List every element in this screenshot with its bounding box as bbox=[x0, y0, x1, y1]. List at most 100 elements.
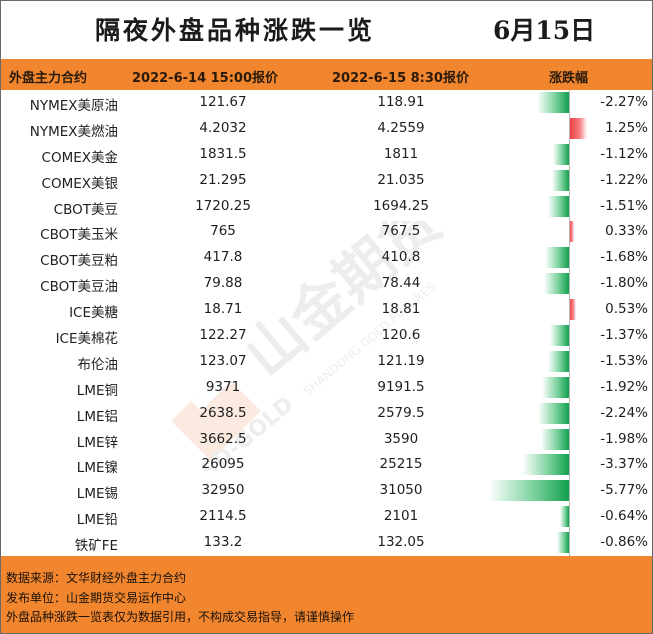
change-bar-negative bbox=[551, 169, 569, 191]
contract-name: LME锡 bbox=[76, 486, 118, 503]
table-row: COMEX美银 21.295 21.035 -1.22% bbox=[1, 168, 652, 194]
title-bar: 隔夜外盘品种涨跌一览 6月15日 bbox=[1, 1, 652, 59]
change-bar-negative bbox=[537, 402, 569, 424]
change-bar-negative bbox=[560, 506, 569, 528]
price-1: 1720.25 bbox=[195, 197, 251, 214]
table-row: CBOT美豆油 79.88 78.44 -1.80% bbox=[1, 271, 652, 297]
price-2: 767.5 bbox=[381, 223, 421, 240]
table-row: 布伦油 123.07 121.19 -1.53% bbox=[1, 349, 652, 375]
price-2: 2579.5 bbox=[377, 404, 425, 421]
change-bar-negative bbox=[521, 454, 569, 476]
price-2: 21.035 bbox=[377, 171, 425, 188]
table-body: NYMEX美原油 121.67 118.91 -2.27% NYMEX美燃油 4.2032… bbox=[1, 90, 652, 556]
contract-name: CBOT美豆油 bbox=[40, 279, 118, 296]
header-price-1: 2022-6-14 15:00报价 bbox=[132, 71, 279, 86]
price-1: 1831.5 bbox=[199, 145, 247, 162]
price-2: 25215 bbox=[379, 456, 423, 473]
change-percent: -1.98% bbox=[600, 430, 648, 447]
change-percent: -3.37% bbox=[600, 456, 648, 473]
table-row: ICE美棉花 122.27 120.6 -1.37% bbox=[1, 323, 652, 349]
change-percent: -1.37% bbox=[600, 327, 648, 344]
table-row: 铁矿FE 133.2 132.05 -0.86% bbox=[1, 530, 652, 556]
contract-name: NYMEX美燃油 bbox=[29, 123, 118, 140]
change-bar-positive bbox=[569, 299, 577, 321]
table-row: LME铝 2638.5 2579.5 -2.24% bbox=[1, 401, 652, 427]
change-bar-negative bbox=[547, 350, 569, 372]
change-percent: -1.12% bbox=[600, 145, 648, 162]
price-2: 4.2559 bbox=[377, 119, 425, 136]
price-2: 132.05 bbox=[377, 534, 425, 551]
footer-publisher: 发布单位：山金期货交易运作中心 bbox=[6, 591, 187, 605]
table-row: NYMEX美燃油 4.2032 4.2559 1.25% bbox=[1, 116, 652, 142]
change-percent: -1.51% bbox=[600, 197, 648, 214]
price-2: 1694.25 bbox=[373, 197, 429, 214]
table-row: CBOT美豆 1720.25 1694.25 -1.51% bbox=[1, 194, 652, 220]
price-2: 31050 bbox=[379, 482, 423, 499]
change-bar-negative bbox=[537, 92, 569, 113]
change-bar-negative bbox=[556, 532, 569, 554]
price-2: 18.81 bbox=[381, 301, 421, 318]
change-percent: 0.53% bbox=[605, 301, 648, 318]
contract-name: NYMEX美原油 bbox=[29, 98, 118, 114]
contract-name: CBOT美玉米 bbox=[40, 227, 118, 244]
price-1: 2638.5 bbox=[199, 404, 247, 421]
price-1: 9371 bbox=[205, 378, 241, 395]
change-percent: -1.80% bbox=[600, 275, 648, 292]
change-bar-negative bbox=[547, 195, 569, 217]
table-row: COMEX美金 1831.5 1811 -1.12% bbox=[1, 142, 652, 168]
change-bar-negative bbox=[541, 428, 569, 450]
contract-name: CBOT美豆粕 bbox=[40, 253, 118, 270]
header-contract: 外盘主力合约 bbox=[9, 71, 88, 86]
table-row: LME铅 2114.5 2101 -0.64% bbox=[1, 504, 652, 530]
table-header: 外盘主力合约 2022-6-14 15:00报价 2022-6-15 8:30报… bbox=[1, 59, 652, 90]
price-1: 32950 bbox=[201, 482, 245, 499]
change-percent: -1.92% bbox=[600, 378, 648, 395]
change-percent: -1.22% bbox=[600, 171, 648, 188]
header-change: 涨跌幅 bbox=[549, 71, 589, 86]
change-percent: -5.77% bbox=[600, 482, 648, 499]
price-2: 78.44 bbox=[381, 275, 421, 292]
price-1: 79.88 bbox=[203, 275, 243, 292]
change-percent: 1.25% bbox=[605, 119, 648, 136]
change-bar-positive bbox=[569, 221, 574, 243]
table-row: LME镍 26095 25215 -3.37% bbox=[1, 452, 652, 478]
change-bar-negative bbox=[488, 480, 569, 502]
footer-source: 数据来源：文华财经外盘主力合约 bbox=[6, 571, 187, 585]
change-bar-negative bbox=[543, 273, 569, 295]
price-1: 417.8 bbox=[203, 249, 243, 266]
price-2: 120.6 bbox=[381, 327, 421, 344]
price-2: 1811 bbox=[383, 145, 419, 162]
contract-name: COMEX美银 bbox=[41, 175, 118, 192]
table-row: LME铜 9371 9191.5 -1.92% bbox=[1, 375, 652, 401]
price-1: 4.2032 bbox=[199, 119, 247, 136]
price-1: 123.07 bbox=[199, 352, 247, 369]
change-bar-negative bbox=[545, 247, 569, 269]
contract-name: 布伦油 bbox=[77, 356, 119, 373]
change-axis-line bbox=[569, 90, 570, 556]
change-percent: -2.27% bbox=[600, 94, 648, 110]
contract-name: ICE美糖 bbox=[69, 305, 118, 322]
contract-name: CBOT美豆 bbox=[53, 201, 118, 218]
price-1: 765 bbox=[210, 223, 236, 240]
price-1: 133.2 bbox=[203, 534, 243, 551]
price-2: 118.91 bbox=[377, 94, 425, 110]
change-percent: -0.64% bbox=[600, 508, 648, 525]
contract-name: LME镍 bbox=[76, 460, 118, 477]
change-bar-negative bbox=[542, 376, 569, 398]
table-row: LME锌 3662.5 3590 -1.98% bbox=[1, 427, 652, 453]
table-row: LME锡 32950 31050 -5.77% bbox=[1, 478, 652, 504]
change-percent: -0.86% bbox=[600, 534, 648, 551]
price-2: 121.19 bbox=[377, 352, 425, 369]
change-percent: -2.24% bbox=[600, 404, 648, 421]
contract-name: LME锌 bbox=[76, 434, 118, 451]
table-row: ICE美糖 18.71 18.81 0.53% bbox=[1, 297, 652, 323]
table-row: CBOT美豆粕 417.8 410.8 -1.68% bbox=[1, 245, 652, 271]
change-percent: -1.53% bbox=[600, 352, 648, 369]
table-row: CBOT美玉米 765 767.5 0.33% bbox=[1, 219, 652, 245]
price-2: 2101 bbox=[383, 508, 419, 525]
price-1: 2114.5 bbox=[199, 508, 247, 525]
price-1: 121.67 bbox=[199, 94, 247, 110]
price-1: 18.71 bbox=[203, 301, 243, 318]
price-1: 21.295 bbox=[199, 171, 247, 188]
